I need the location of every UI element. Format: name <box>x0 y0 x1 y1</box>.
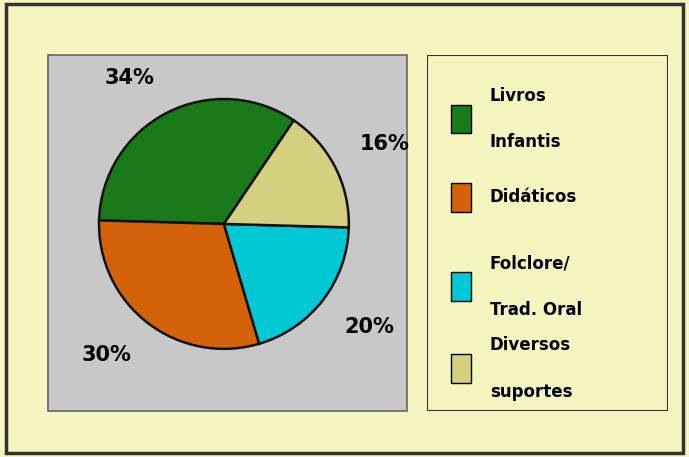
Text: 34%: 34% <box>105 69 154 88</box>
Text: Livros: Livros <box>490 87 546 105</box>
Text: 20%: 20% <box>344 317 395 337</box>
Text: Diversos: Diversos <box>490 336 571 354</box>
FancyBboxPatch shape <box>427 55 668 411</box>
Text: 16%: 16% <box>360 134 409 154</box>
Bar <box>451 272 471 301</box>
Wedge shape <box>99 99 294 224</box>
Wedge shape <box>224 120 349 228</box>
Wedge shape <box>224 224 349 344</box>
Text: Didáticos: Didáticos <box>490 188 577 207</box>
Text: Folclore/: Folclore/ <box>490 254 570 272</box>
Bar <box>451 105 471 133</box>
Text: Infantis: Infantis <box>490 133 562 151</box>
Bar <box>451 354 471 383</box>
Wedge shape <box>99 220 259 349</box>
Text: suportes: suportes <box>490 383 573 401</box>
Text: 30%: 30% <box>81 345 131 365</box>
Text: Trad. Oral: Trad. Oral <box>490 301 582 319</box>
Bar <box>451 183 471 212</box>
